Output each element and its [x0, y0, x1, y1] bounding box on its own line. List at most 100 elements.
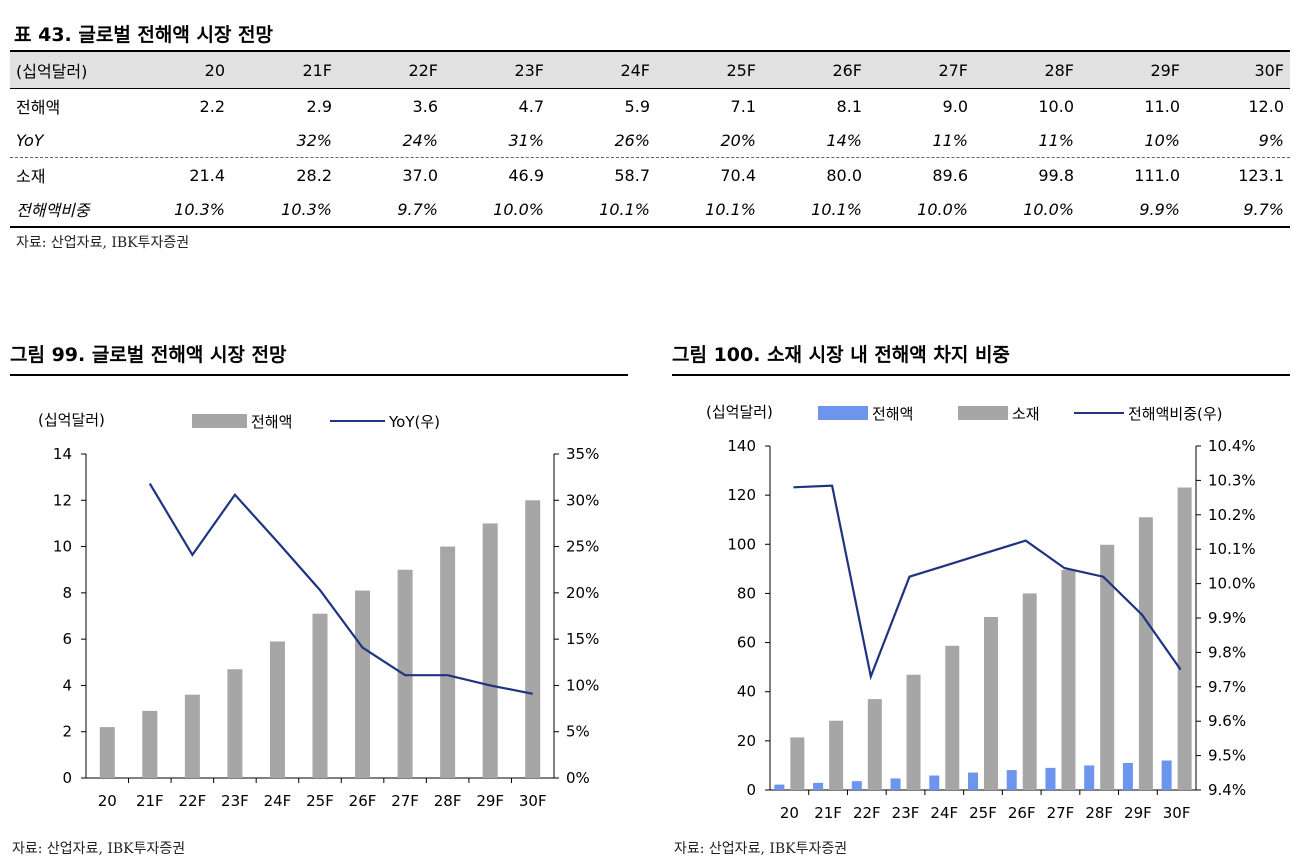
left-tick-label: 60 — [737, 634, 756, 652]
chart2: 0 20 40 60 80 100 120 140 9.4% 9.5% 9.6% 9.7% 9.8% 9.… — [706, 403, 1256, 822]
table-cell: 8.1 — [836, 96, 862, 116]
chart1-title: 그림 99. 글로벌 전해액 시장 전망 — [10, 344, 287, 366]
table-cell: 20% — [720, 130, 756, 150]
table-cell: 10.0% — [1023, 199, 1074, 219]
bar-material — [1061, 569, 1076, 790]
bar-electrolyte — [1084, 765, 1095, 790]
left-tick-label: 80 — [737, 584, 756, 602]
left-tick-label: 100 — [727, 535, 756, 553]
x-tick-label: 28F — [1085, 804, 1113, 822]
right-tick-label: 0% — [566, 769, 590, 787]
table-row: 소재 21.4 28.2 37.0 46.9 58.7 70.4 80.0 89.6 99.8 11… — [10, 157, 1290, 192]
bar-material — [1177, 487, 1192, 790]
right-tick-label: 5% — [566, 723, 590, 741]
table-cell: 3.6 — [412, 96, 438, 116]
x-tick-label: 25F — [969, 804, 997, 822]
table-cell: 9% — [1258, 130, 1284, 150]
right-tick-label: 30% — [566, 491, 599, 509]
right-tick-label: 15% — [566, 630, 599, 648]
table-cell: 10.1% — [811, 199, 862, 219]
x-tick-label: 25F — [306, 792, 334, 810]
table-cell: 9.7% — [1243, 199, 1284, 219]
left-tick-label: 0 — [746, 781, 756, 799]
column-header: 26F — [832, 60, 862, 80]
table-cell: 7.1 — [730, 96, 756, 116]
chart1-source: 자료: 산업자료, IBK투자증권 — [12, 841, 186, 857]
table-cell: 10.0 — [1038, 96, 1074, 116]
legend-swatch — [818, 406, 868, 420]
bar-electrolyte — [774, 784, 785, 790]
bar-material — [1100, 544, 1115, 790]
legend-label: 전해액비중(우) — [1128, 405, 1223, 423]
column-header: 25F — [726, 60, 756, 80]
x-tick-label: 23F — [221, 792, 249, 810]
x-tick-label: 24F — [264, 792, 292, 810]
legend-label: YoY(우) — [388, 413, 440, 431]
table-header-row: (십억달러) 20 21F 22F 23F 24F 25F 26F 27F 28F 29F 30F — [10, 50, 1290, 89]
chart1-title-rule — [10, 374, 628, 376]
table-cell: 10.1% — [599, 199, 650, 219]
x-tick-label: 23F — [892, 804, 920, 822]
right-tick-label: 10% — [566, 676, 599, 694]
x-tick-label: 21F — [814, 804, 842, 822]
legend-swatch — [192, 414, 247, 428]
column-header: 22F — [408, 60, 438, 80]
left-tick-label: 0 — [62, 769, 72, 787]
bar-electrolyte — [929, 775, 940, 790]
column-header: 30F — [1254, 60, 1284, 80]
column-header: 20 — [204, 60, 225, 80]
left-tick-label: 40 — [737, 683, 756, 701]
unit-label: (십억달러) — [16, 62, 88, 81]
bar-electrolyte — [1161, 760, 1172, 790]
table-cell — [145, 123, 225, 157]
table-cell: 80.0 — [826, 165, 862, 185]
table-cell: 111.0 — [1134, 165, 1180, 185]
left-tick-label: 140 — [727, 437, 756, 455]
right-tick-label: 20% — [566, 584, 599, 602]
table-cell: 21.4 — [189, 165, 225, 185]
column-header: 21F — [302, 60, 332, 80]
column-header: 27F — [938, 60, 968, 80]
column-header: 29F — [1150, 60, 1180, 80]
bar-electrolyte — [99, 727, 115, 778]
x-tick-label: 20 — [98, 792, 117, 810]
bar-electrolyte — [440, 546, 456, 778]
series-line — [148, 483, 533, 695]
table-cell: 10.0% — [917, 199, 968, 219]
x-tick-label: 28F — [434, 792, 462, 810]
table-title: 표 43. 글로벌 전해액 시장 전망 — [14, 24, 274, 46]
unit-label: (십억달러) — [706, 403, 773, 421]
x-tick-label: 29F — [1124, 804, 1152, 822]
table-cell: 11% — [1038, 130, 1074, 150]
table-cell: 4.7 — [518, 96, 544, 116]
table-source: 자료: 산업자료, IBK투자증권 — [16, 235, 190, 251]
bar-electrolyte — [355, 590, 371, 778]
table-row: 전해액비중 10.3% 10.3% 9.7% 10.0% 10.1% 10.1% 10.1% 1… — [10, 192, 1290, 228]
table-row: YoY 32% 24% 31% 26% 20% 14% 11% 11% 10% 9% — [10, 123, 1290, 157]
bar-material — [945, 645, 960, 790]
bar-electrolyte — [968, 772, 978, 790]
table-cell: 10.1% — [705, 199, 756, 219]
right-tick-label: 35% — [566, 445, 599, 463]
bar-material — [829, 720, 844, 790]
row-label: 전해액비중 — [16, 201, 90, 220]
bar-electrolyte — [851, 781, 862, 790]
column-header: 23F — [514, 60, 544, 80]
table-cell: 10.0% — [493, 199, 544, 219]
left-tick-label: 10 — [53, 538, 72, 556]
table-cell: 31% — [508, 130, 544, 150]
right-tick-label: 9.4% — [1208, 781, 1246, 799]
table-cell: 10.3% — [281, 199, 332, 219]
bar-material — [1022, 593, 1037, 790]
legend-swatch — [958, 406, 1008, 420]
x-tick-label: 21F — [136, 792, 164, 810]
table-cell: 70.4 — [720, 165, 756, 185]
left-tick-label: 20 — [737, 732, 756, 750]
market-table: (십억달러) 20 21F 22F 23F 24F 25F 26F 27F 28F 29F 30F … — [10, 50, 1290, 228]
table-cell: 46.9 — [508, 165, 544, 185]
table-cell: 9.7% — [397, 199, 438, 219]
bar-material — [790, 737, 805, 790]
bar-electrolyte — [397, 569, 413, 778]
left-tick-label: 120 — [727, 486, 756, 504]
legend-label: 전해액 — [251, 413, 292, 431]
